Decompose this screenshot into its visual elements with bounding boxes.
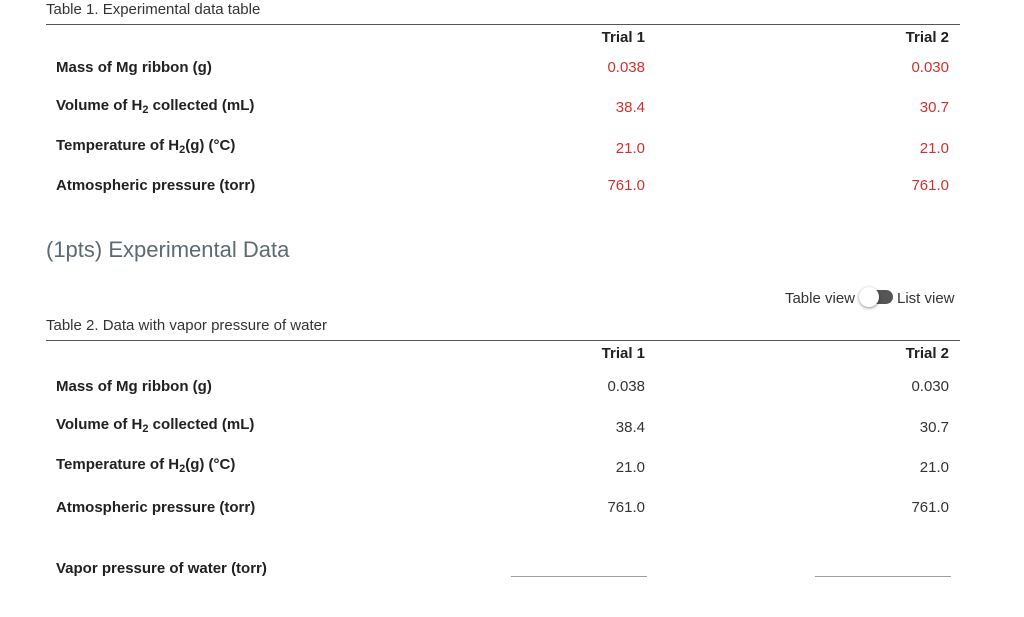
table1-volume-trial2: 30.7: [919, 99, 949, 116]
table1-caption: Table 1. Experimental data table: [46, 1, 261, 18]
table2-top-rule: [46, 340, 960, 341]
view-toggle-knob[interactable]: [859, 287, 879, 307]
table1-mass-trial1: 0.038: [607, 59, 645, 76]
table2-mass-trial1: 0.038: [607, 378, 645, 395]
table2-row-label-mass: Mass of Mg ribbon (g): [56, 378, 212, 395]
table1-mass-trial2: 0.030: [911, 59, 949, 76]
table1-row-label-temperature: Temperature of H2(g) (°C): [56, 137, 236, 156]
table2-row-label-vapor-pressure: Vapor pressure of water (torr): [56, 560, 267, 577]
table1-col-trial1: Trial 1: [601, 29, 645, 46]
vapor-pressure-trial1-input[interactable]: [511, 576, 647, 577]
table2-caption: Table 2. Data with vapor pressure of wat…: [46, 317, 327, 334]
table1-col-trial2: Trial 2: [905, 29, 949, 46]
table2-mass-trial2: 0.030: [911, 378, 949, 395]
table2-volume-trial2: 30.7: [919, 419, 949, 436]
table1-pressure-trial1: 761.0: [607, 177, 645, 194]
table2-temperature-trial1: 21.0: [615, 459, 645, 476]
table2-volume-trial1: 38.4: [615, 419, 645, 436]
table2-col-trial2: Trial 2: [905, 345, 949, 362]
table1-pressure-trial2: 761.0: [911, 177, 949, 194]
table2-row-label-volume: Volume of H2 collected (mL): [56, 416, 255, 435]
table1-row-label-volume: Volume of H2 collected (mL): [56, 97, 255, 116]
section-title: (1pts) Experimental Data: [46, 237, 290, 262]
table2-pressure-trial1: 761.0: [607, 499, 645, 516]
table1-temperature-trial1: 21.0: [615, 140, 645, 157]
table1-volume-trial1: 38.4: [615, 99, 645, 116]
table2-row-label-pressure: Atmospheric pressure (torr): [56, 499, 256, 516]
table2-row-label-temperature: Temperature of H2(g) (°C): [56, 456, 236, 475]
table2-pressure-trial2: 761.0: [911, 499, 949, 516]
table1-row-label-mass: Mass of Mg ribbon (g): [56, 59, 212, 76]
table1-row-label-pressure: Atmospheric pressure (torr): [56, 177, 256, 194]
table2-temperature-trial2: 21.0: [919, 459, 949, 476]
table2-col-trial1: Trial 1: [601, 345, 645, 362]
list-view-label[interactable]: List view: [897, 290, 955, 307]
vapor-pressure-trial2-input[interactable]: [815, 576, 951, 577]
table-view-label[interactable]: Table view: [784, 290, 855, 307]
table1-temperature-trial2: 21.0: [919, 140, 949, 157]
table1-top-rule: [46, 24, 960, 25]
